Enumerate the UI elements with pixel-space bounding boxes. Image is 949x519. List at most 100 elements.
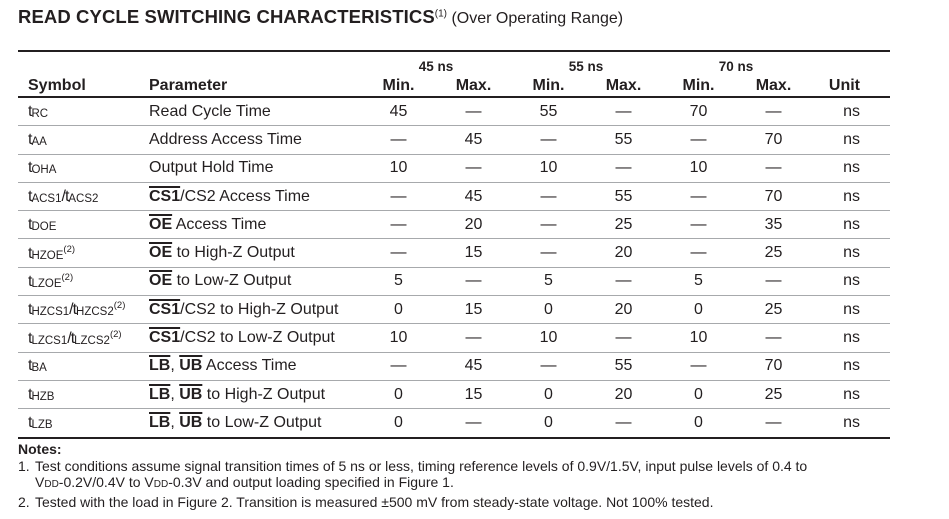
- symbol-note-ref: (2): [61, 271, 74, 283]
- min-value-cell: 0: [511, 380, 586, 410]
- min-value-cell: —: [511, 352, 586, 381]
- parameter-text: Address Access Time: [149, 130, 302, 148]
- parameter-text: ,: [170, 385, 180, 403]
- min-value-cell: —: [661, 238, 736, 268]
- note-text: V: [35, 474, 45, 490]
- parameter-cell: OE Access Time: [149, 210, 361, 240]
- min-value-cell: 0: [511, 408, 586, 439]
- symbol-cell: tDOE: [18, 210, 149, 240]
- symbol-subscript: OHA: [31, 164, 57, 177]
- symbol-text: t: [28, 102, 33, 120]
- active-low-signal: OE: [149, 272, 173, 290]
- unit-cell: ns: [811, 323, 890, 353]
- parameter-cell: CS1/CS2 to High-Z Output: [149, 295, 361, 325]
- max-value-cell: —: [586, 97, 661, 127]
- min-value-cell: 10: [361, 323, 436, 353]
- min-column-header: Min.: [361, 75, 436, 98]
- max-value-cell: 45: [436, 352, 511, 381]
- notes-section: Notes: 1. Test conditions assume signal …: [18, 441, 918, 510]
- max-value-cell: —: [436, 97, 511, 127]
- note-number: 1.: [18, 457, 30, 474]
- symbol-subscript: DOE: [31, 220, 57, 233]
- max-value-cell: 70: [736, 352, 811, 381]
- min-value-cell: 10: [661, 323, 736, 353]
- active-low-signal: CS1: [149, 329, 181, 347]
- parameter-cell: LB, UB Access Time: [149, 352, 361, 381]
- unit-cell: ns: [811, 182, 890, 212]
- max-value-cell: —: [736, 267, 811, 297]
- symbol-text: t: [28, 215, 33, 233]
- min-value-cell: —: [661, 125, 736, 155]
- parameter-text: /CS2 Access Time: [180, 187, 310, 205]
- min-value-cell: 0: [661, 380, 736, 410]
- table-row: tLZCS1/tLZCS2(2) CS1/CS2 to Low-Z Output 1…: [18, 323, 890, 353]
- parameter-column-header: Parameter: [149, 75, 361, 98]
- header-row-columns: Symbol Parameter Min. Max. Min. Max. Min…: [18, 75, 890, 98]
- min-value-cell: —: [361, 352, 436, 381]
- symbol-text: /t: [69, 301, 77, 319]
- max-value-cell: —: [736, 323, 811, 353]
- min-value-cell: —: [661, 352, 736, 381]
- table-row: tHZOE(2) OE to High-Z Output —15—20—25 ns: [18, 238, 890, 268]
- min-value-cell: —: [511, 182, 586, 212]
- symbol-cell: tLZOE(2): [18, 267, 149, 297]
- note-text: -0.2V/0.4V to V: [58, 474, 154, 490]
- symbol-text: t: [28, 159, 33, 177]
- symbol-subscript: AA: [31, 135, 47, 148]
- min-value-cell: 10: [511, 323, 586, 353]
- table-row: tBA LB, UB Access Time —45—55—70 ns: [18, 352, 890, 381]
- note-text: DD: [44, 479, 59, 490]
- max-value-cell: —: [736, 97, 811, 127]
- min-value-cell: —: [361, 125, 436, 155]
- page-title: READ CYCLE SWITCHING CHARACTERISTICS(1) …: [18, 6, 623, 28]
- parameter-text: to High-Z Output: [172, 244, 295, 262]
- symbol-cell: tAA: [18, 125, 149, 155]
- symbol-subscript: HZOE: [31, 249, 64, 262]
- min-value-cell: —: [361, 238, 436, 268]
- min-value-cell: 5: [361, 267, 436, 297]
- min-value-cell: —: [511, 125, 586, 155]
- max-value-cell: 25: [736, 295, 811, 325]
- symbol-text: t: [28, 244, 33, 262]
- symbol-subscript: RC: [31, 107, 49, 120]
- header-row-speed-grades: 45 ns 55 ns 70 ns: [18, 51, 890, 75]
- max-value-cell: 25: [586, 210, 661, 240]
- table-row: tACS1/tACS2 CS1/CS2 Access Time —45—55—70 n…: [18, 182, 890, 212]
- unit-cell: ns: [811, 267, 890, 297]
- parameter-text: ,: [170, 357, 180, 375]
- max-value-cell: 45: [436, 125, 511, 155]
- note-1: 1. Test conditions assume signal transit…: [18, 458, 918, 494]
- parameter-cell: OE to High-Z Output: [149, 238, 361, 268]
- min-value-cell: 55: [511, 97, 586, 127]
- table-row: tDOE OE Access Time —20—25—35 ns: [18, 210, 890, 240]
- symbol-cell: tLZB: [18, 408, 149, 439]
- symbol-text: t: [28, 187, 33, 205]
- min-column-header: Min.: [661, 75, 736, 98]
- symbol-text: t: [28, 301, 33, 319]
- parameter-cell: Read Cycle Time: [149, 97, 361, 127]
- active-low-signal: OE: [149, 215, 173, 233]
- parameter-cell: Output Hold Time: [149, 154, 361, 183]
- unit-cell: ns: [811, 380, 890, 410]
- max-value-cell: —: [436, 154, 511, 183]
- min-value-cell: —: [661, 182, 736, 212]
- table-row: tRC Read Cycle Time 45—55—70— ns: [18, 97, 890, 127]
- min-value-cell: 0: [661, 408, 736, 439]
- max-value-cell: —: [436, 408, 511, 439]
- parameter-text: Access Time: [202, 357, 297, 375]
- min-value-cell: 10: [661, 154, 736, 183]
- note-text: DD: [153, 479, 169, 490]
- symbol-cell: tHZCS1/tHZCS2(2): [18, 295, 149, 325]
- min-column-header: Min.: [511, 75, 586, 98]
- symbol-cell: tBA: [18, 352, 149, 381]
- symbol-subscript: LZCS2: [74, 334, 110, 347]
- unit-column-header: Unit: [811, 75, 890, 98]
- symbol-text: /t: [61, 187, 70, 205]
- unit-cell: ns: [811, 408, 890, 439]
- parameter-text: to Low-Z Output: [172, 272, 292, 290]
- parameter-cell: OE to Low-Z Output: [149, 267, 361, 297]
- symbol-note-ref: (2): [63, 243, 76, 255]
- min-value-cell: 0: [661, 295, 736, 325]
- speed-grade-header: 70 ns: [718, 59, 754, 74]
- speed-grade-header: 45 ns: [418, 59, 454, 74]
